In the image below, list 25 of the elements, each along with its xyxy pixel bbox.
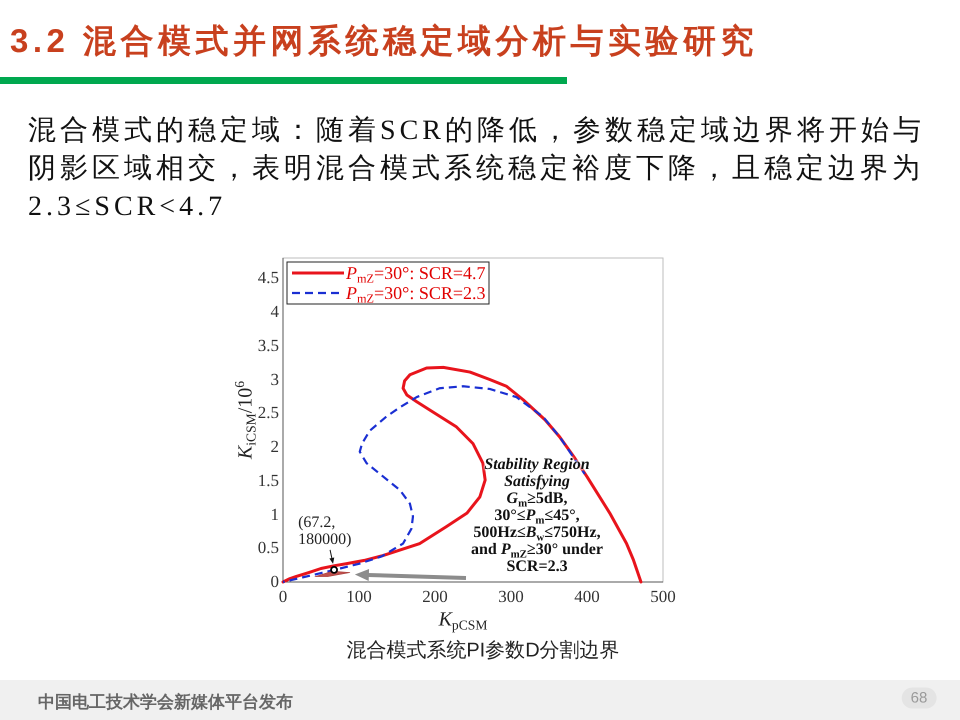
x-axis-title: K$_{pCSM}$ xyxy=(438,608,488,633)
y-tick-label: 2.5 xyxy=(258,403,279,424)
y-tick-label: 1 xyxy=(270,504,279,524)
y-tick-label: 0.5 xyxy=(258,538,279,558)
y-tick-label: 4 xyxy=(270,302,279,322)
x-tick-label: 100 xyxy=(346,587,372,607)
x-tick-label: 400 xyxy=(574,587,600,607)
y-tick-label: 4.5 xyxy=(258,268,279,288)
legend-label: P$_{mZ}$=30°: SCR=4.7 xyxy=(346,263,486,286)
y-tick-label: 0 xyxy=(270,572,279,592)
text: 混合模式系统PI参数D分割边界 xyxy=(346,638,620,664)
y-tick-label: 1.5 xyxy=(258,470,279,491)
y-tick-label: 3 xyxy=(270,370,279,390)
chart-title: 3.2 混合模式并网系统稳定域分析与实验研究 xyxy=(10,21,758,61)
text: 中国电工技术学会新媒体平台发布 xyxy=(38,692,293,714)
x-tick-label: 200 xyxy=(422,587,448,607)
y-tick-label: 3.5 xyxy=(258,336,279,356)
y-tick-label: 2 xyxy=(270,437,279,457)
chart-subtitle: 混合模式的稳定域：随着SCR的降低，参数稳定域边界将开始与阴影区域相交，表明混合模式系统稳定裕度下降，且稳定边界为2.3≤SCR<4.7 xyxy=(28,114,926,224)
text: 68 xyxy=(902,688,936,708)
annotation: (67.2, 180000) xyxy=(298,514,352,548)
x-tick-label: 500 xyxy=(650,587,676,607)
legend-label: P$_{mZ}$=30°: SCR=2.3 xyxy=(346,283,486,306)
line-series xyxy=(282,366,642,584)
x-tick-label: 300 xyxy=(498,587,524,607)
